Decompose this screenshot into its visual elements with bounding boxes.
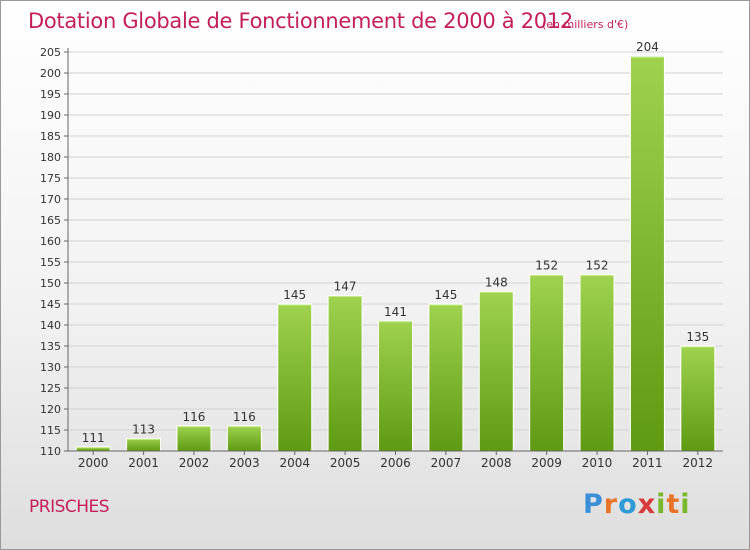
bar bbox=[428, 303, 464, 452]
y-tick-label: 115 bbox=[40, 424, 61, 437]
y-tick-label: 110 bbox=[40, 445, 61, 458]
x-tick-label: 2006 bbox=[380, 456, 411, 470]
bar-value-label: 145 bbox=[283, 288, 306, 302]
logo-letter: x bbox=[637, 489, 657, 520]
bar-value-label: 113 bbox=[132, 422, 155, 436]
x-tick-label: 2005 bbox=[330, 456, 361, 470]
y-tick-label: 145 bbox=[40, 298, 61, 311]
bar bbox=[529, 274, 565, 452]
y-tick-label: 200 bbox=[40, 67, 61, 80]
logo-letter: i bbox=[656, 489, 667, 520]
bar-value-label: 152 bbox=[586, 259, 609, 273]
proxiti-logo: Proxiti bbox=[583, 489, 691, 520]
y-tick-label: 185 bbox=[40, 130, 61, 143]
bar-value-label: 152 bbox=[535, 259, 558, 273]
bar bbox=[478, 290, 514, 452]
x-tick-label: 2003 bbox=[229, 456, 260, 470]
bar-value-label: 141 bbox=[384, 305, 407, 319]
labels: 110 115 120 125 130 135 140 145 150 155 160 165 170 1… bbox=[40, 40, 713, 470]
bar bbox=[629, 55, 665, 452]
x-tick-label: 2008 bbox=[481, 456, 512, 470]
y-tick-label: 120 bbox=[40, 403, 61, 416]
bar bbox=[126, 437, 162, 452]
x-tick-label: 2012 bbox=[683, 456, 714, 470]
commune-name: PRISCHES bbox=[29, 497, 110, 517]
x-tick-label: 2001 bbox=[128, 456, 159, 470]
bar-value-label: 116 bbox=[183, 410, 206, 424]
bar bbox=[226, 425, 262, 452]
bar-value-label: 148 bbox=[485, 275, 508, 289]
y-tick-label: 155 bbox=[40, 256, 61, 269]
bar-value-label: 116 bbox=[233, 410, 256, 424]
logo-letter: r bbox=[603, 489, 619, 520]
bar-value-label: 135 bbox=[686, 330, 709, 344]
y-tick-label: 130 bbox=[40, 361, 61, 374]
bar-value-label: 111 bbox=[82, 431, 105, 445]
bar-value-label: 147 bbox=[334, 280, 357, 294]
bar bbox=[378, 320, 413, 452]
y-tick-label: 180 bbox=[40, 151, 61, 164]
logo-letter: i bbox=[680, 489, 691, 520]
bar-value-label: 145 bbox=[434, 288, 457, 302]
x-tick-label: 2004 bbox=[279, 456, 310, 470]
y-tick-label: 160 bbox=[40, 235, 61, 248]
y-tick-label: 135 bbox=[40, 340, 61, 353]
logo-letter: o bbox=[618, 489, 638, 520]
y-tick-label: 165 bbox=[40, 214, 61, 227]
logo-letter: t bbox=[666, 489, 681, 520]
unit-label: (en milliers d'€) bbox=[542, 18, 629, 31]
bar bbox=[579, 274, 615, 452]
x-tick-label: 2000 bbox=[78, 456, 109, 470]
bar bbox=[680, 345, 716, 452]
bar bbox=[327, 295, 363, 452]
x-tick-label: 2009 bbox=[531, 456, 562, 470]
x-tick-label: 2007 bbox=[431, 456, 462, 470]
y-tick-label: 195 bbox=[40, 88, 61, 101]
bar bbox=[176, 425, 212, 452]
y-tick-label: 190 bbox=[40, 109, 61, 122]
x-tick-label: 2011 bbox=[632, 456, 663, 470]
y-tick-label: 140 bbox=[40, 319, 61, 332]
axes bbox=[64, 48, 723, 455]
x-tick-label: 2010 bbox=[582, 456, 613, 470]
y-tick-label: 175 bbox=[40, 172, 61, 185]
y-tick-label: 205 bbox=[40, 46, 61, 59]
chart-title: Dotation Globale de Fonctionnement de 20… bbox=[28, 9, 573, 33]
x-tick-label: 2002 bbox=[179, 456, 210, 470]
logo-letter: P bbox=[583, 489, 604, 520]
bar-value-label: 204 bbox=[636, 40, 659, 54]
y-tick-label: 170 bbox=[40, 193, 61, 206]
bar bbox=[277, 303, 313, 452]
y-tick-label: 125 bbox=[40, 382, 61, 395]
y-tick-label: 150 bbox=[40, 277, 61, 290]
